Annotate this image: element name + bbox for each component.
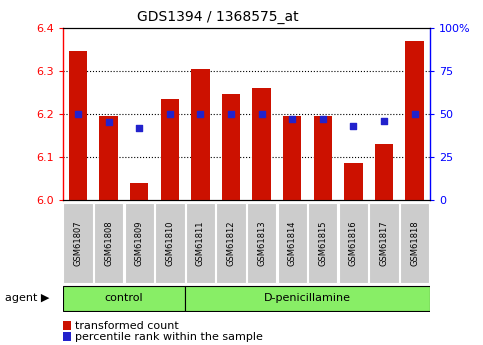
- Bar: [130, 183, 148, 200]
- Bar: [344, 164, 363, 200]
- Bar: [283, 116, 301, 200]
- Text: GSM61812: GSM61812: [227, 220, 236, 266]
- FancyBboxPatch shape: [185, 286, 430, 311]
- Text: GSM61807: GSM61807: [73, 220, 83, 266]
- FancyBboxPatch shape: [308, 204, 338, 283]
- Text: GSM61810: GSM61810: [165, 220, 174, 266]
- Text: GSM61814: GSM61814: [288, 220, 297, 266]
- Point: [350, 123, 357, 129]
- FancyBboxPatch shape: [155, 204, 185, 283]
- Point: [319, 116, 327, 122]
- FancyBboxPatch shape: [94, 204, 123, 283]
- Text: GDS1394 / 1368575_at: GDS1394 / 1368575_at: [137, 10, 298, 24]
- Text: GSM61811: GSM61811: [196, 220, 205, 266]
- Text: GSM61815: GSM61815: [318, 220, 327, 266]
- Text: GSM61816: GSM61816: [349, 220, 358, 266]
- Bar: [313, 116, 332, 200]
- Text: GSM61808: GSM61808: [104, 220, 113, 266]
- Text: GSM61817: GSM61817: [380, 220, 388, 266]
- Point: [258, 111, 266, 117]
- FancyBboxPatch shape: [63, 286, 185, 311]
- FancyBboxPatch shape: [216, 204, 246, 283]
- Text: transformed count: transformed count: [75, 321, 179, 331]
- Point: [380, 118, 388, 124]
- Point: [288, 116, 296, 122]
- Text: GSM61809: GSM61809: [135, 220, 144, 266]
- FancyBboxPatch shape: [369, 204, 398, 283]
- FancyBboxPatch shape: [247, 204, 276, 283]
- FancyBboxPatch shape: [125, 204, 154, 283]
- Bar: [161, 99, 179, 200]
- Point: [411, 111, 418, 117]
- Bar: [69, 51, 87, 200]
- Point: [135, 125, 143, 130]
- FancyBboxPatch shape: [186, 204, 215, 283]
- Text: agent ▶: agent ▶: [5, 294, 49, 303]
- FancyBboxPatch shape: [400, 204, 429, 283]
- Bar: [222, 95, 240, 200]
- Bar: [405, 41, 424, 200]
- Bar: [99, 116, 118, 200]
- Text: D-penicillamine: D-penicillamine: [264, 294, 351, 303]
- Bar: [191, 69, 210, 200]
- Bar: [253, 88, 271, 200]
- Text: GSM61818: GSM61818: [410, 220, 419, 266]
- Point: [197, 111, 204, 117]
- Point: [227, 111, 235, 117]
- Point: [105, 120, 113, 125]
- Point: [74, 111, 82, 117]
- FancyBboxPatch shape: [339, 204, 368, 283]
- FancyBboxPatch shape: [63, 204, 93, 283]
- Text: GSM61813: GSM61813: [257, 220, 266, 266]
- Text: percentile rank within the sample: percentile rank within the sample: [75, 332, 263, 342]
- FancyBboxPatch shape: [278, 204, 307, 283]
- Point: [166, 111, 174, 117]
- Bar: [375, 144, 393, 200]
- Text: control: control: [105, 294, 143, 303]
